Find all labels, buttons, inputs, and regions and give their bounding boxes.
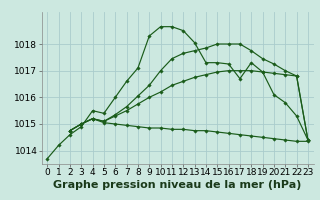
X-axis label: Graphe pression niveau de la mer (hPa): Graphe pression niveau de la mer (hPa) (53, 180, 302, 190)
